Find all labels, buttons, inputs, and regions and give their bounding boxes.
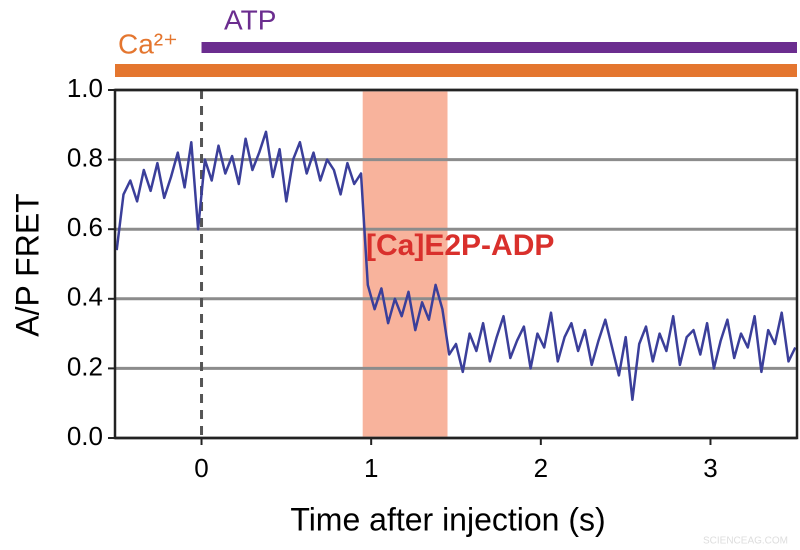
atp-bar — [201, 42, 797, 53]
annotation: [Ca]E2P-ADP — [366, 229, 554, 262]
annotation: Ca²⁺ — [118, 28, 178, 59]
annotation: ATP — [224, 4, 276, 35]
plot-frame — [113, 88, 799, 440]
x-tick-label: 0 — [194, 453, 208, 483]
y-tick-label: 0.0 — [67, 421, 103, 451]
highlight-region — [362, 90, 448, 438]
y-tick-label: 0.8 — [67, 142, 103, 172]
ca-bar — [115, 64, 797, 77]
y-tick-label: 0.4 — [67, 282, 103, 312]
x-tick-label: 1 — [364, 453, 378, 483]
y-tick-label: 0.6 — [67, 212, 103, 242]
x-tick-label: 2 — [534, 453, 548, 483]
y-tick-label: 0.2 — [67, 351, 103, 381]
watermark: SCIENCEAG.COM — [703, 536, 788, 547]
data-line — [115, 130, 797, 401]
y-axis-label: A/P FRET — [9, 193, 45, 336]
x-axis-label: Time after injection (s) — [290, 501, 605, 537]
x-tick-label: 3 — [703, 453, 717, 483]
y-tick-label: 1.0 — [67, 73, 103, 103]
